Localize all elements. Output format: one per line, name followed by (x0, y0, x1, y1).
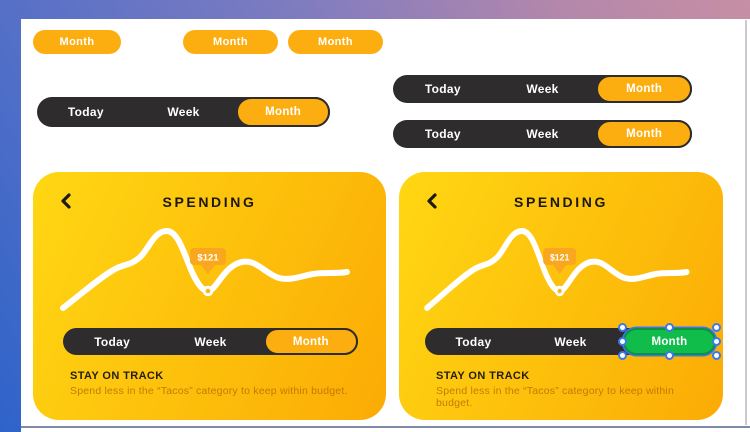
spending-card-right: SPENDING $121 Today Week Month (399, 172, 723, 420)
canvas-right-edge-line (745, 20, 747, 425)
segmented-control-right-2: Today Week Month (393, 120, 692, 148)
stay-on-track-heading: STAY ON TRACK (70, 370, 164, 382)
chart-tooltip: $121 (190, 248, 226, 274)
month-pill-label: Month (213, 36, 248, 48)
design-canvas: Month Month Month Today Week Month Today… (21, 19, 750, 432)
chart-tooltip: $121 (543, 248, 577, 274)
tab-week[interactable]: Week (194, 334, 227, 349)
tab-today[interactable]: Today (455, 334, 492, 349)
tab-week[interactable]: Week (554, 334, 587, 349)
tab-month-selected[interactable]: Month (596, 120, 692, 148)
tab-month-selected-editor[interactable]: Month (617, 323, 721, 360)
card-segmented-control: Today Week Month (63, 328, 358, 355)
tab-today[interactable]: Today (67, 105, 104, 119)
tab-today[interactable]: Today (94, 334, 131, 349)
tooltip-value: $121 (550, 252, 569, 262)
back-chevron-icon[interactable] (425, 193, 439, 209)
month-pill-label: Month (59, 36, 95, 48)
month-pill-button-2[interactable]: Month (183, 30, 278, 54)
selection-handle-middle-right[interactable] (712, 337, 721, 346)
selection-handle-bottom-center[interactable] (664, 351, 674, 360)
selection-handle-bottom-left[interactable] (617, 351, 627, 360)
selection-handle-top-center[interactable] (664, 323, 674, 332)
spending-line-chart: $121 (405, 220, 717, 324)
tooltip-value: $121 (197, 253, 219, 264)
selection-handle-top-right[interactable] (712, 323, 721, 332)
back-chevron-icon[interactable] (59, 193, 73, 209)
card-segmented-control: Today Week Month (425, 323, 721, 360)
canvas-bottom-edge-line (21, 426, 750, 428)
tab-month-selected[interactable]: Month (596, 75, 692, 103)
spending-line-chart: $121 (39, 220, 380, 324)
tab-today[interactable]: Today (424, 127, 461, 141)
month-pill-button-3[interactable]: Month (288, 30, 383, 54)
tab-month-selected[interactable]: Month (236, 97, 330, 127)
card-title: SPENDING (514, 194, 608, 210)
chart-point-inner (205, 288, 211, 294)
tab-week[interactable]: Week (526, 82, 559, 96)
budget-advice-text: Spend less in the “Tacos” category to ke… (436, 385, 675, 409)
chart-point-inner (557, 288, 562, 294)
selection-handle-bottom-right[interactable] (712, 351, 721, 360)
month-pill-button-1[interactable]: Month (33, 30, 121, 54)
tab-today[interactable]: Today (424, 82, 461, 96)
selection-handle-top-left[interactable] (617, 323, 627, 332)
tab-month-label: Month (651, 335, 688, 348)
tab-week[interactable]: Week (167, 105, 200, 119)
stay-on-track-heading: STAY ON TRACK (436, 370, 530, 382)
segmented-control-large: Today Week Month (37, 97, 330, 127)
month-pill-label: Month (318, 36, 353, 48)
segmented-control-right-1: Today Week Month (393, 75, 692, 103)
selection-handle-middle-left[interactable] (617, 337, 627, 346)
tab-week[interactable]: Week (526, 127, 559, 141)
budget-advice-text: Spend less in the “Tacos” category to ke… (70, 385, 348, 397)
card-title: SPENDING (162, 194, 257, 210)
spending-card-left: SPENDING $121 Today Week Month STAY ON T… (33, 172, 386, 420)
tab-month-selected[interactable]: Month (263, 328, 358, 355)
